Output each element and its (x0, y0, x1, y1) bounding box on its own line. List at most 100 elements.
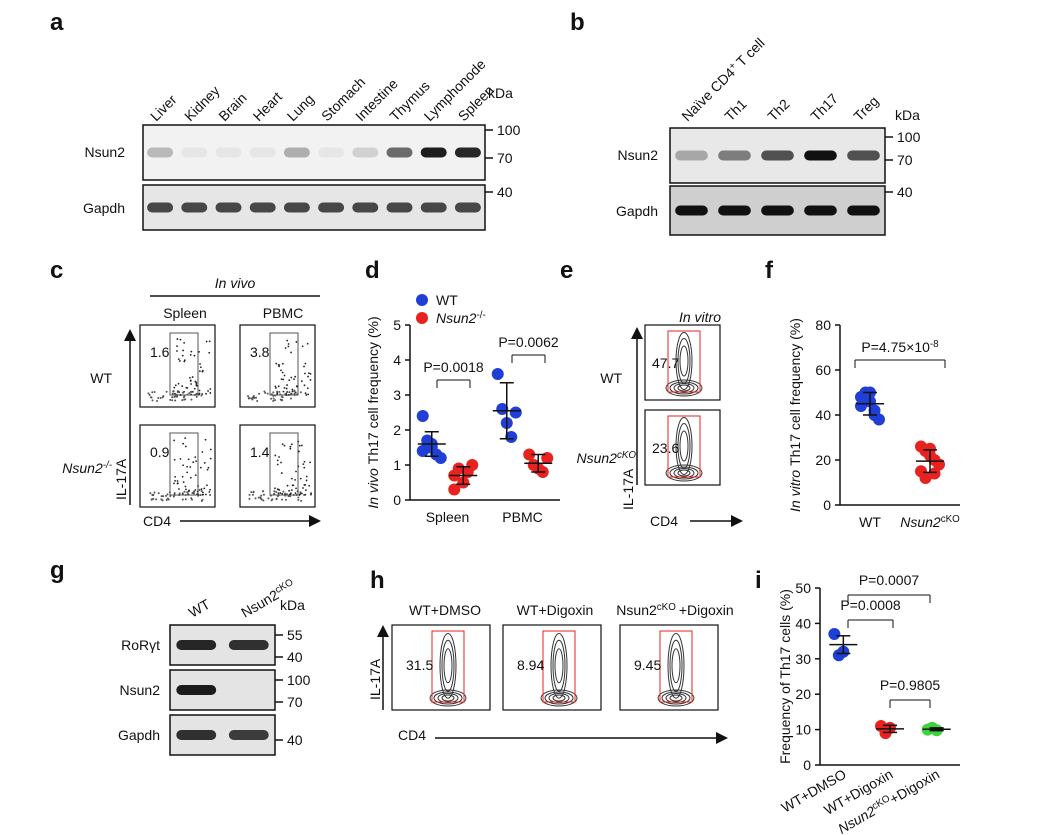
event (296, 490, 299, 493)
event (276, 390, 279, 393)
event (297, 465, 300, 468)
event (183, 490, 186, 493)
event (184, 498, 187, 501)
contour (677, 384, 691, 392)
event (280, 472, 283, 474)
row-label: WT (600, 370, 622, 386)
event (257, 496, 260, 499)
event (288, 391, 291, 394)
text-part: Nsun2 (62, 460, 103, 476)
event (184, 437, 187, 440)
series-label: Nsun2cKO (900, 514, 960, 531)
event (208, 340, 211, 343)
event (203, 487, 206, 490)
event (205, 493, 207, 496)
band (804, 150, 837, 161)
event (191, 376, 194, 378)
band (386, 147, 413, 158)
event (171, 392, 174, 395)
contour (671, 648, 681, 684)
contour (552, 694, 566, 702)
contour (677, 338, 691, 384)
event (179, 394, 182, 396)
event (209, 494, 211, 496)
y-tick-label: 40 (795, 615, 811, 631)
kda-label: kDa (895, 107, 920, 123)
event (305, 394, 308, 396)
flow-plot (391, 624, 491, 711)
event (174, 480, 177, 482)
event (289, 495, 292, 498)
event (262, 499, 265, 502)
band (761, 150, 794, 161)
contour (669, 639, 683, 692)
event (260, 498, 263, 501)
event (149, 396, 152, 399)
gate (169, 332, 199, 396)
event (193, 490, 196, 493)
event (277, 492, 280, 495)
event (297, 498, 300, 501)
event (177, 382, 180, 385)
event (198, 489, 201, 491)
event (198, 370, 201, 373)
marker-label: 40 (287, 732, 303, 748)
event (281, 362, 284, 365)
event (247, 397, 250, 400)
event (198, 350, 200, 353)
event (173, 494, 176, 496)
event (187, 490, 190, 493)
event (181, 391, 184, 394)
event (202, 493, 205, 496)
event (309, 379, 312, 381)
event (152, 493, 155, 496)
dot (416, 410, 429, 422)
event (174, 475, 177, 478)
event (272, 394, 275, 397)
panel-title: In vitro (679, 309, 721, 325)
event (149, 492, 152, 495)
dot (466, 459, 479, 471)
flow-plot (139, 424, 216, 508)
event (274, 399, 277, 402)
event (209, 488, 211, 491)
event (305, 475, 308, 478)
gate (667, 415, 701, 478)
gate-value: 1.4 (250, 444, 270, 460)
contour (540, 689, 578, 707)
event (287, 495, 290, 498)
contour (679, 430, 689, 462)
event (295, 470, 297, 473)
contour (441, 694, 455, 702)
x-tick-label: PBMC (502, 509, 542, 525)
band (147, 147, 174, 158)
axis-title: CD4 (650, 513, 678, 529)
event (197, 485, 199, 487)
event (272, 391, 275, 394)
event (310, 493, 312, 496)
event (208, 351, 211, 354)
event (209, 388, 212, 390)
band (804, 205, 837, 216)
event (289, 445, 292, 448)
panel-label: e (560, 257, 573, 284)
text-part: cKO (617, 450, 636, 461)
flow-plot (619, 624, 719, 711)
event (171, 396, 174, 399)
band (181, 202, 208, 213)
gate-value: 8.94 (517, 657, 544, 673)
band (181, 147, 208, 158)
contour (554, 648, 564, 684)
event (207, 466, 210, 469)
gate-value: 3.8 (250, 344, 270, 360)
y-tick-label: 80 (815, 317, 831, 333)
event (181, 385, 184, 388)
contour (675, 332, 693, 390)
event (272, 397, 275, 400)
event (195, 395, 198, 398)
event (176, 350, 178, 352)
event (189, 380, 192, 382)
event (290, 492, 292, 495)
event (166, 497, 169, 500)
event (277, 385, 280, 388)
